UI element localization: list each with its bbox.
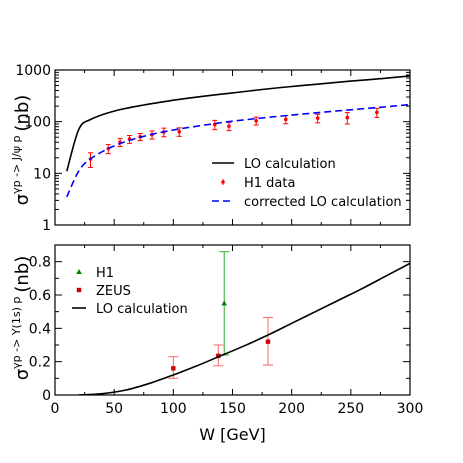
- legend-label: LO calculation: [96, 302, 188, 317]
- data-point-triangle: [221, 300, 228, 306]
- data-point: [315, 116, 320, 120]
- legend-marker-square: [76, 287, 82, 293]
- y-axis-label-sigma: σ: [12, 194, 33, 205]
- plot-area: [66, 75, 410, 198]
- y-tick-label: 1: [42, 218, 51, 234]
- legend: LO calculation H1 data corrected LO calcul…: [212, 157, 402, 210]
- y-tick-label: 0.6: [29, 288, 51, 304]
- y-axis-label: σγp -> J/ψ p (nb): [10, 95, 33, 206]
- plot-area: [78, 251, 410, 395]
- legend-label: LO calculation: [244, 157, 336, 172]
- bottom-panel: 0 50 100 150 200 250 300 0 0.2 0.4 0.6 0.8 H1 ZEUS LO …: [10, 244, 424, 444]
- series-line-lo-calculation: [66, 75, 410, 172]
- x-tick-label: 300: [397, 401, 424, 417]
- y-axis-label-process: γp -> Υ(1s) p: [10, 297, 23, 369]
- x-tick-label: 0: [51, 401, 60, 417]
- data-point: [254, 118, 258, 123]
- data-point: [345, 115, 350, 120]
- y-tick-label: 0.2: [29, 355, 51, 371]
- legend: H1 ZEUS LO calculation: [72, 266, 188, 317]
- legend-marker-triangle: [76, 269, 82, 274]
- y-tick-label: 0: [42, 388, 51, 404]
- y-axis-label: σγp -> Υ(1s) p (nb): [10, 256, 33, 381]
- x-tick-label: 50: [105, 401, 123, 417]
- x-tick-label: 150: [219, 401, 246, 417]
- x-tick-label: 200: [278, 401, 305, 417]
- x-tick-label: 100: [160, 401, 187, 417]
- data-point: [177, 129, 182, 134]
- y-axis-label-sigma: σ: [12, 369, 33, 380]
- data-point-square: [216, 353, 221, 359]
- y-tick-label: 100: [24, 115, 51, 131]
- legend-label: H1 data: [244, 176, 295, 191]
- series-line-lo-calculation: [78, 262, 410, 395]
- data-point-square: [171, 366, 176, 371]
- y-axis-label-unit: (nb): [12, 95, 33, 132]
- data-point: [283, 117, 288, 122]
- data-point: [375, 110, 379, 115]
- x-tick-label: 250: [337, 401, 364, 417]
- x-axis-label: W [GeV]: [199, 425, 266, 444]
- y-tick-label: 0.8: [29, 255, 51, 271]
- legend-label: H1: [96, 266, 114, 281]
- data-point: [227, 124, 231, 128]
- y-axis-label-unit: (nb): [12, 256, 33, 293]
- top-panel: 1 10 100 1000 LO calculation H1 data corrected…: [10, 63, 411, 234]
- y-tick-label: 10: [33, 166, 51, 182]
- y-tick-label: 0.4: [29, 321, 51, 337]
- y-tick-label: 1000: [15, 63, 51, 79]
- y-axis-label-process: γp -> J/ψ p: [10, 136, 23, 194]
- legend-label: corrected LO calculation: [244, 195, 402, 210]
- legend-label: ZEUS: [96, 284, 131, 299]
- data-point-square: [265, 339, 271, 344]
- series-line-corrected-lo-calculation: [66, 103, 410, 198]
